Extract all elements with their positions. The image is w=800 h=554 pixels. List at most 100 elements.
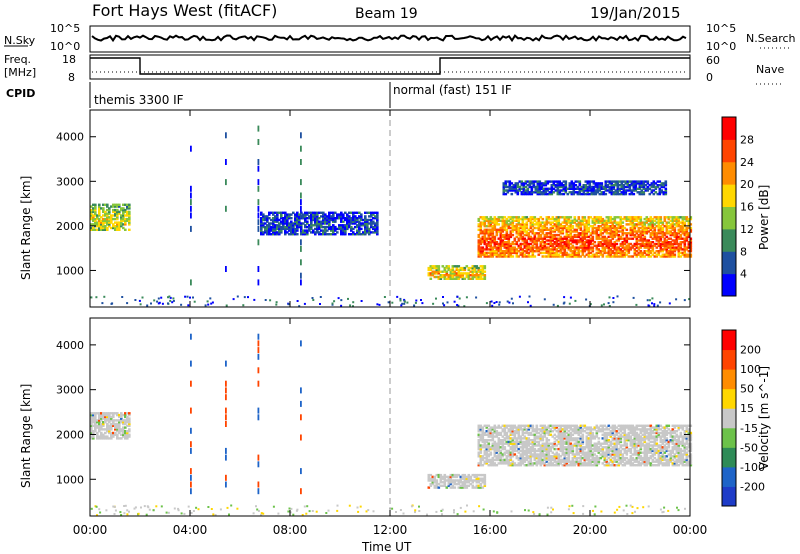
heatmap-cell	[451, 275, 455, 279]
heatmap-cell	[332, 224, 335, 227]
heatmap-cell	[552, 303, 555, 306]
heatmap-cell	[272, 224, 275, 227]
heatmap-cell	[637, 253, 641, 256]
heatmap-cell	[479, 230, 483, 233]
heatmap-cell	[278, 231, 281, 234]
heatmap-cell	[461, 272, 465, 275]
heatmap-cell	[561, 232, 565, 235]
heatmap-cell	[491, 250, 495, 253]
heatmap-cell	[621, 221, 625, 224]
heatmap-cell	[104, 219, 107, 222]
heatmap-cell	[483, 266, 487, 270]
heatmap-cell	[609, 217, 613, 221]
heatmap-cell	[647, 248, 651, 251]
heatmap-cell	[595, 435, 599, 438]
heatmap-cell	[573, 255, 577, 258]
heatmap-cell	[96, 412, 99, 415]
heatmap-cell	[260, 213, 263, 216]
heatmap-cell	[577, 223, 581, 226]
heatmap-cell	[483, 440, 487, 444]
heatmap-cell	[597, 216, 601, 219]
heatmap-cell	[663, 248, 667, 251]
heatmap-cell	[427, 272, 431, 275]
heatmap-cell	[439, 477, 443, 480]
heatmap-cell	[447, 481, 451, 484]
heatmap-cell	[477, 248, 481, 251]
heatmap-cell	[643, 217, 647, 221]
heatmap-cell	[108, 413, 111, 417]
heatmap-cell	[497, 446, 501, 449]
heatmap-cell	[683, 239, 687, 242]
heatmap-cell	[509, 433, 513, 436]
heatmap-cell	[641, 225, 645, 228]
heatmap-cell	[348, 217, 351, 220]
heatmap-cell	[655, 235, 659, 239]
heatmap-cell	[442, 302, 444, 305]
heatmap-cell	[569, 219, 573, 222]
heatmap-cell	[489, 225, 493, 228]
heatmap-cell	[477, 481, 481, 484]
heatmap-cell	[362, 218, 365, 222]
heatmap-cell	[605, 225, 609, 228]
heatmap-cell	[559, 223, 563, 226]
heatmap-cell	[575, 460, 579, 463]
heatmap-cell	[124, 221, 127, 224]
heatmap-cell	[284, 220, 287, 223]
heatmap-cell	[505, 250, 509, 253]
heatmap-cell	[122, 210, 125, 214]
heatmap-cell	[534, 185, 538, 189]
heatmap-cell	[314, 218, 317, 222]
heatmap-cell	[525, 428, 529, 431]
heatmap-cell	[477, 275, 481, 279]
heatmap-cell	[545, 431, 549, 435]
heatmap-cell	[551, 451, 555, 454]
heatmap-cell	[655, 250, 659, 253]
heatmap-cell	[597, 244, 601, 247]
heatmap-cell	[517, 232, 521, 235]
heatmap-cell	[677, 248, 681, 251]
heatmap-cell	[593, 449, 597, 453]
heatmap-cell	[537, 246, 541, 249]
heatmap-cell	[587, 453, 591, 456]
heatmap-cell	[513, 464, 517, 467]
heatmap-cell	[459, 266, 463, 270]
heatmap-cell	[509, 440, 513, 444]
heatmap-cell	[322, 213, 325, 216]
heatmap-cell	[565, 453, 569, 456]
heatmap-cell	[617, 250, 621, 253]
heatmap-cell	[497, 433, 501, 436]
heatmap-cell	[479, 462, 483, 465]
heatmap-cell	[257, 165, 260, 172]
heatmap-cell	[605, 447, 609, 451]
heatmap-cell	[596, 189, 600, 192]
heatmap-cell	[601, 451, 605, 454]
heatmap-cell	[609, 216, 613, 219]
heatmap-cell	[525, 244, 529, 247]
heatmap-cell	[683, 228, 687, 231]
heatmap-cell	[122, 433, 125, 436]
heatmap-cell	[555, 241, 559, 244]
heatmap-cell	[517, 437, 521, 440]
heatmap-cell	[529, 451, 533, 454]
heatmap-cell	[551, 250, 555, 253]
heatmap-cell	[681, 232, 685, 235]
heatmap-cell	[579, 431, 583, 435]
heatmap-cell	[631, 244, 635, 247]
heatmap-cell	[569, 447, 573, 451]
heatmap-cell	[539, 437, 543, 440]
heatmap-cell	[477, 251, 481, 255]
heatmap-cell	[513, 430, 517, 433]
heatmap-cell	[306, 222, 309, 225]
heatmap-cell	[641, 223, 645, 226]
heatmap-cell	[266, 229, 269, 232]
heatmap-cell	[288, 215, 291, 218]
heatmap-cell	[549, 232, 553, 235]
heatmap-cell	[527, 235, 531, 239]
heatmap-cell	[589, 442, 593, 445]
heatmap-cell	[603, 455, 607, 458]
heatmap-cell	[262, 224, 265, 227]
heatmap-cell	[527, 462, 531, 465]
heatmap-cell	[637, 221, 641, 224]
heatmap-cell	[556, 304, 559, 307]
heatmap-cell	[585, 239, 589, 242]
